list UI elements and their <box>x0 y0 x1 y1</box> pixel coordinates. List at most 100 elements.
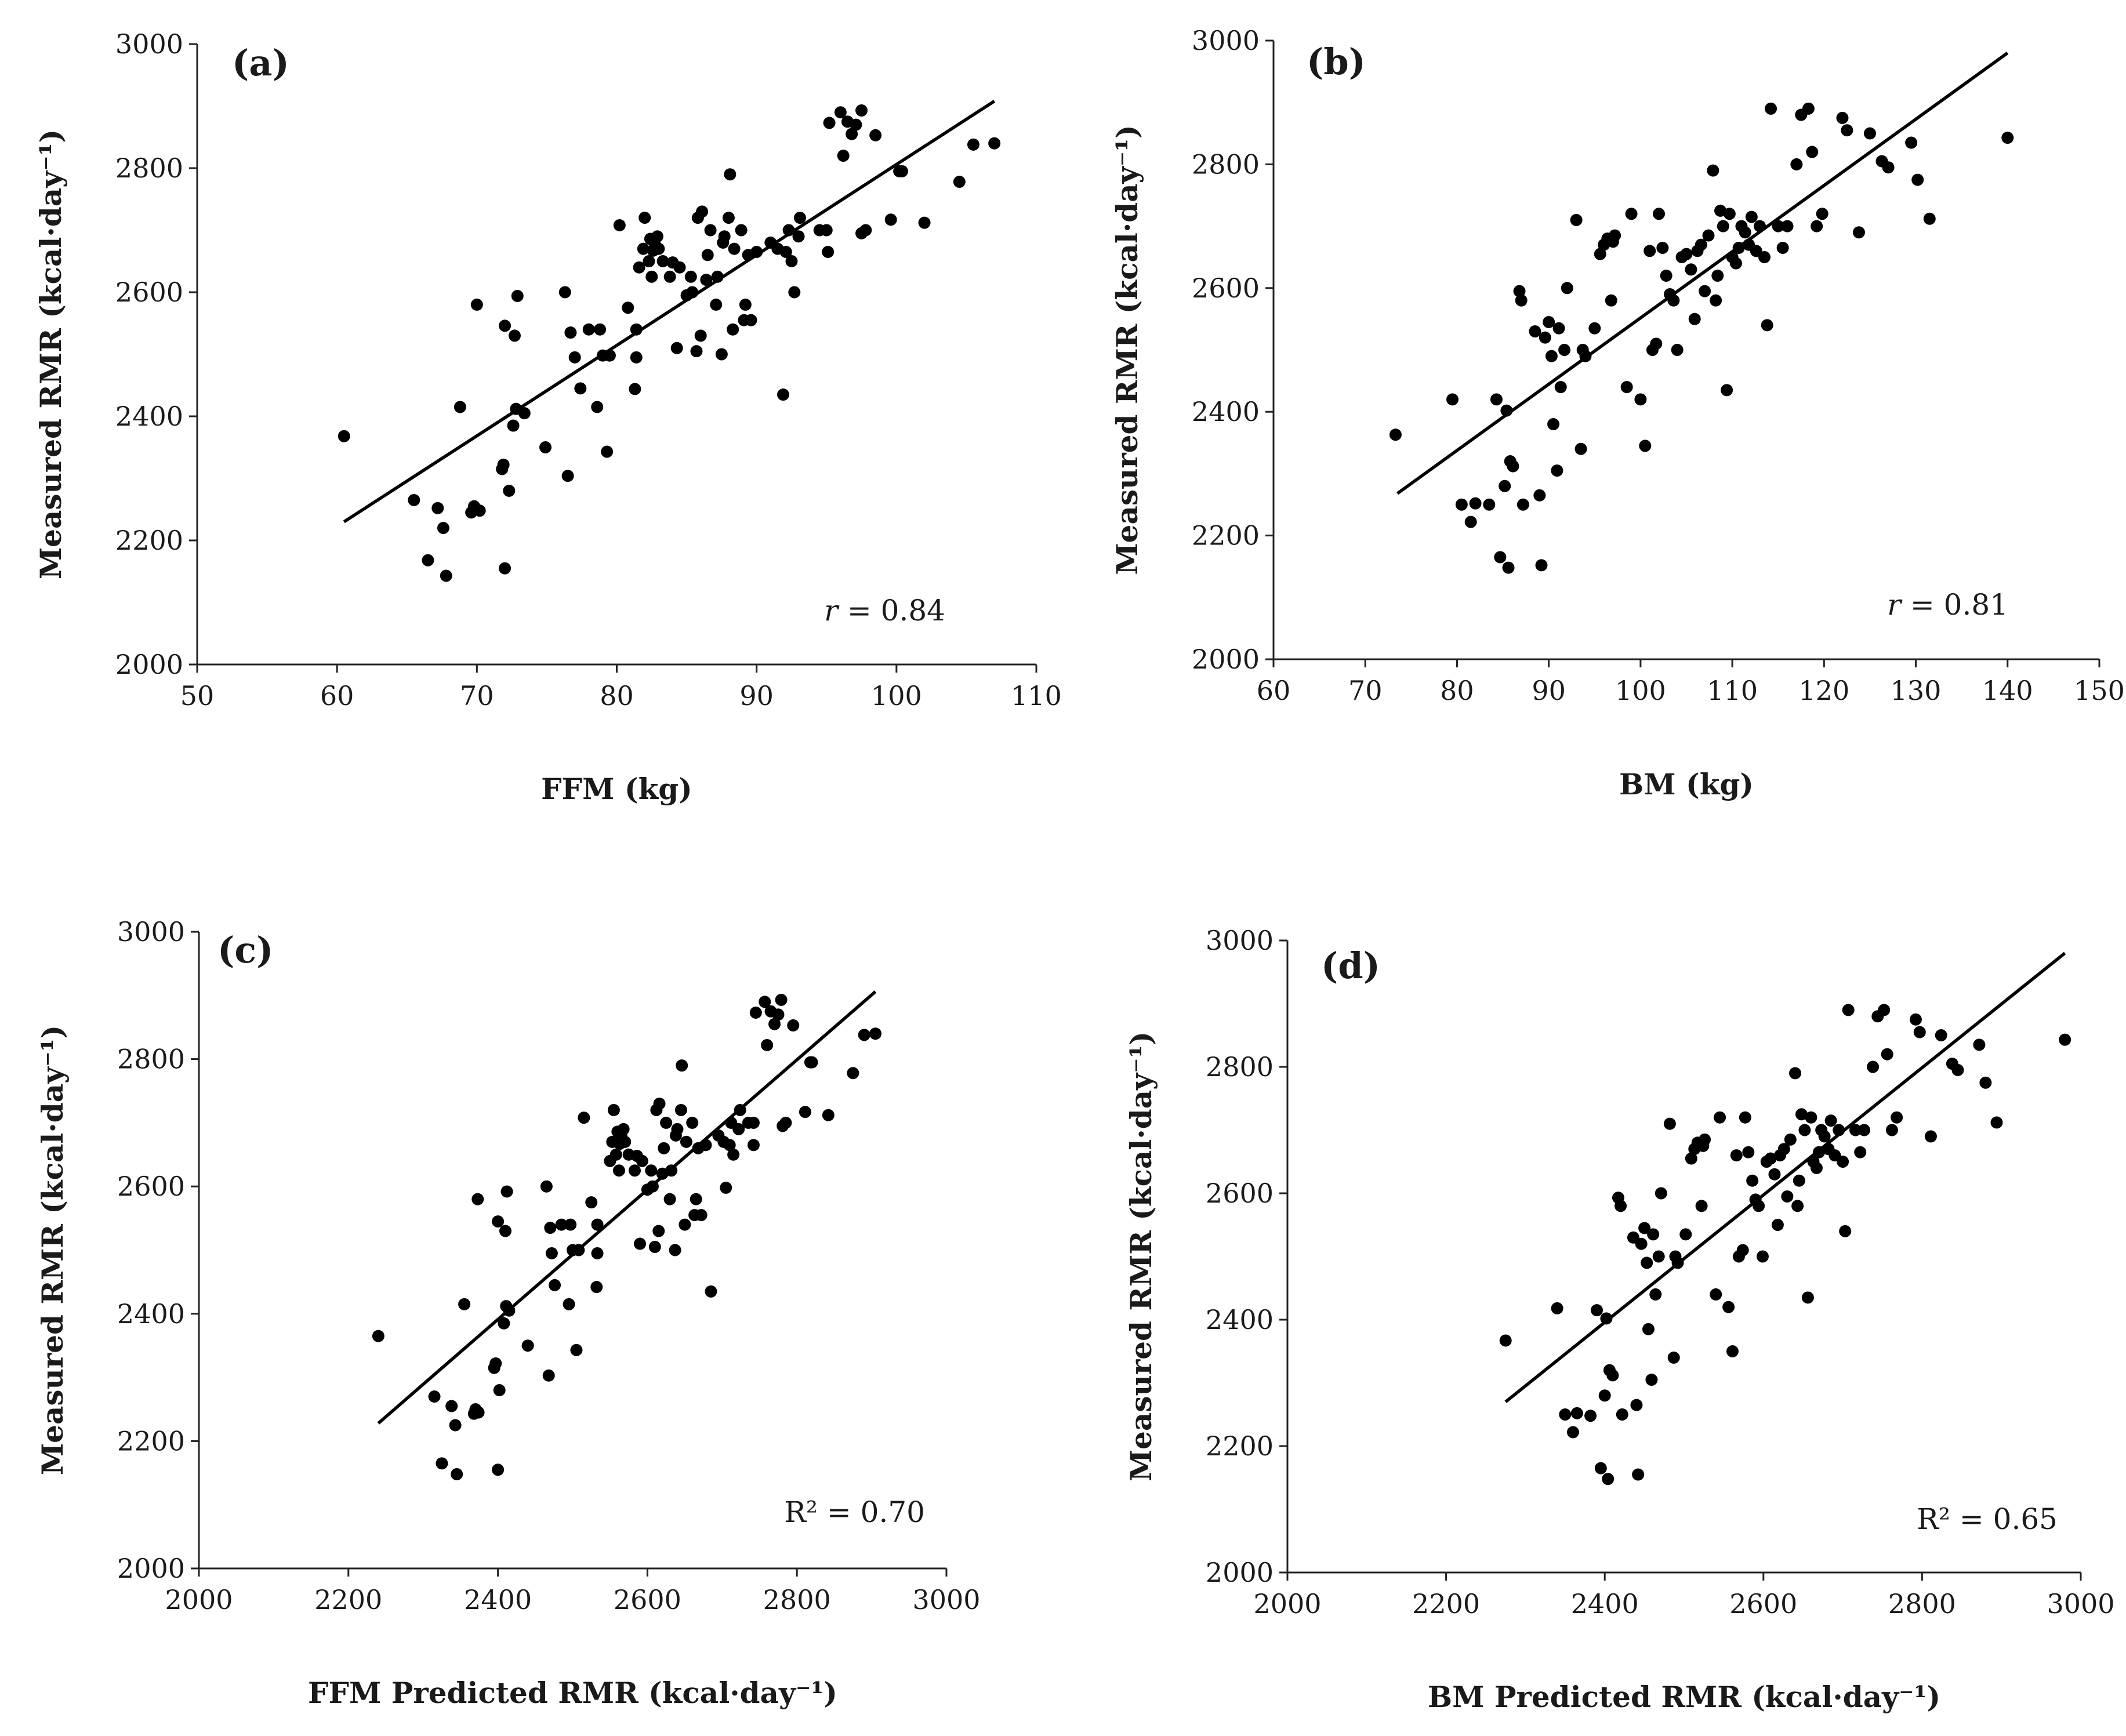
data-point <box>676 1059 688 1072</box>
data-point <box>1566 1426 1579 1439</box>
data-point <box>492 1215 505 1228</box>
data-point <box>451 1468 463 1480</box>
panel-letter: (a) <box>232 42 289 84</box>
data-point <box>645 1164 658 1177</box>
data-point <box>1781 220 1794 233</box>
data-point <box>779 1116 792 1129</box>
data-point <box>472 1406 485 1419</box>
x-tick-label: 3000 <box>2047 1588 2114 1619</box>
x-axis-title: BM (kg) <box>1619 767 1754 801</box>
data-point <box>788 286 801 299</box>
data-point <box>671 1123 684 1135</box>
data-point <box>508 329 521 342</box>
x-tick-label: 110 <box>1707 675 1758 706</box>
x-axis-title: FFM (kg) <box>541 772 692 806</box>
data-point <box>1513 285 1526 297</box>
data-point <box>704 224 717 237</box>
data-point <box>787 1019 800 1032</box>
data-point <box>1777 1143 1790 1156</box>
data-point <box>1655 1187 1667 1200</box>
data-point <box>820 224 833 237</box>
data-point <box>338 430 350 442</box>
data-point <box>850 118 862 131</box>
data-point <box>1852 226 1865 239</box>
data-point <box>1951 1063 1964 1076</box>
data-point <box>1793 1174 1805 1187</box>
data-point <box>759 996 771 1008</box>
data-point <box>561 470 574 482</box>
data-point <box>1798 1124 1811 1136</box>
data-point <box>674 1103 687 1116</box>
x-tick-label: 140 <box>1982 675 2033 706</box>
data-point <box>503 1304 516 1317</box>
data-point <box>1849 1124 1862 1136</box>
data-point <box>630 323 643 336</box>
data-point <box>1584 1410 1597 1422</box>
data-point <box>1739 1111 1751 1124</box>
x-tick-label: 70 <box>1348 675 1383 706</box>
data-point <box>1579 350 1592 362</box>
data-point <box>799 1106 811 1118</box>
y-tick-label: 2800 <box>117 1044 185 1075</box>
data-point <box>1881 1048 1893 1061</box>
data-point <box>603 349 616 362</box>
data-point <box>578 1112 590 1124</box>
y-tick-label: 2800 <box>115 152 183 184</box>
data-point <box>1570 1407 1583 1419</box>
data-point <box>1625 208 1638 220</box>
data-point <box>555 1218 568 1231</box>
data-point <box>574 382 587 395</box>
data-point <box>1685 263 1697 276</box>
data-point <box>493 1384 506 1397</box>
annotation-prefix: r <box>1887 588 1903 622</box>
data-point <box>601 445 614 458</box>
data-point <box>1836 111 1849 124</box>
data-point <box>768 1018 781 1030</box>
data-point <box>1695 238 1707 251</box>
data-point <box>1671 1256 1684 1269</box>
y-tick-label: 2800 <box>1192 148 1260 180</box>
data-point <box>1389 428 1402 441</box>
data-point <box>728 242 741 255</box>
x-axis-title: BM Predicted RMR (kcal·day⁻¹) <box>1428 1680 1940 1714</box>
data-point <box>1630 1399 1643 1411</box>
data-point <box>723 1139 736 1152</box>
data-point <box>1882 161 1895 174</box>
data-point <box>1667 1351 1680 1364</box>
data-point <box>695 1209 708 1222</box>
data-point <box>1644 245 1656 257</box>
data-point <box>1702 229 1715 242</box>
data-point <box>440 569 452 582</box>
data-point <box>1885 1124 1898 1136</box>
data-point <box>1533 489 1546 502</box>
y-tick-label: 2400 <box>1192 396 1260 427</box>
data-point <box>619 1135 632 1148</box>
data-point <box>437 522 449 535</box>
data-point <box>1745 210 1758 223</box>
data-point <box>507 419 520 432</box>
panel-b: 2000 2200 2400 2600 2800 3000 60 70 80 90 100 110 12… <box>1110 25 2125 801</box>
data-point <box>1455 498 1468 511</box>
data-point <box>1756 1250 1769 1263</box>
data-point <box>1594 1462 1607 1474</box>
data-point <box>489 1357 502 1370</box>
x-tick-label: 90 <box>1532 675 1566 706</box>
data-point <box>715 348 728 361</box>
data-point <box>779 245 792 258</box>
data-point <box>895 165 908 177</box>
data-point <box>1620 381 1633 394</box>
x-tick-label: 2000 <box>165 1584 233 1615</box>
annotation-value: = 0.81 <box>1901 588 2008 622</box>
data-point <box>747 1139 760 1152</box>
correlation-annotation: r = 0.84 <box>824 594 945 627</box>
data-point <box>511 289 524 302</box>
x-tick-label: 150 <box>2074 675 2125 706</box>
data-point <box>823 117 836 129</box>
data-point <box>1764 1152 1777 1165</box>
data-point <box>1990 1116 2003 1129</box>
data-point <box>2059 1033 2071 1046</box>
data-point <box>558 286 571 299</box>
data-point <box>1570 213 1583 226</box>
data-point <box>1632 1468 1645 1481</box>
data-point <box>1824 1114 1837 1127</box>
